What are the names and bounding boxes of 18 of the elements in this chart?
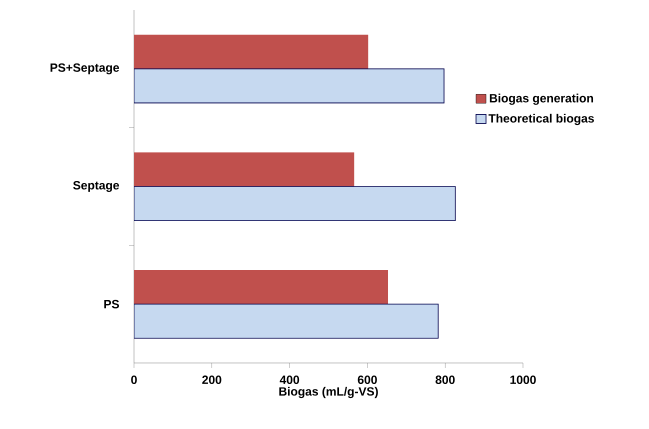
y-tick-label: Septage [73, 181, 120, 192]
bar [134, 304, 439, 339]
x-tick-label: 600 [358, 376, 377, 384]
bar [134, 270, 388, 304]
x-tick-label: 800 [436, 376, 455, 384]
x-tick-label: 400 [280, 376, 300, 384]
legend-label: Biogas generation [490, 94, 594, 105]
x-tick-label: 1000 [510, 376, 536, 384]
bar [134, 152, 354, 186]
y-tick-label: PS+Septage [50, 63, 120, 74]
x-axis-title: Biogas (mL/g-VS) [279, 386, 378, 398]
x-tick-label: 0 [131, 376, 137, 384]
bar [134, 34, 368, 69]
x-tick-label: 200 [202, 376, 222, 384]
bar [134, 186, 456, 222]
y-tick-label: PS [104, 300, 119, 308]
bar [134, 68, 444, 104]
legend-label: Theoretical biogas [488, 114, 594, 126]
